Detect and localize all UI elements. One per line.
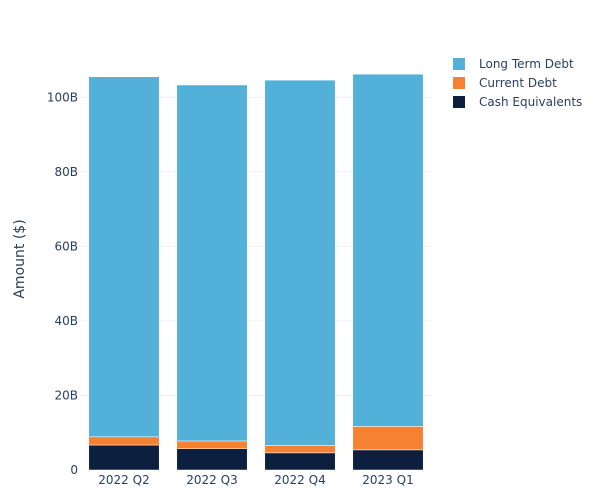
x-tick-label: 2022 Q4: [274, 473, 325, 487]
legend-swatch: [453, 77, 465, 89]
bar-cash-equivalents: [352, 449, 424, 471]
bar-current-debt: [264, 445, 336, 454]
y-axis-title: Amount ($): [12, 219, 28, 298]
bar-cash-equivalents: [176, 448, 248, 471]
bar-long-term-debt: [352, 73, 424, 427]
x-tick-label: 2022 Q2: [98, 473, 149, 487]
x-axis-ticks: 2022 Q2 2022 Q3 2022 Q4 2023 Q1: [98, 473, 413, 487]
bar-cash-equivalents: [264, 452, 336, 471]
x-tick-label: 2022 Q3: [186, 473, 237, 487]
y-tick-label: 20B: [54, 388, 78, 402]
legend-label: Cash Equivalents: [479, 95, 582, 109]
legend-label: Long Term Debt: [479, 57, 574, 71]
legend: Long Term Debt Current Debt Cash Equivalen…: [453, 57, 582, 109]
legend-swatch: [453, 96, 465, 108]
y-tick-label: 0: [70, 463, 78, 477]
y-tick-label: 80B: [54, 165, 78, 179]
bar-current-debt: [176, 440, 248, 450]
bar-current-debt: [352, 426, 424, 451]
x-tick-label: 2023 Q1: [362, 473, 413, 487]
y-axis-ticks: 0 20B 40B 60B 80B 100B: [47, 90, 78, 477]
bar-long-term-debt: [176, 84, 248, 442]
legend-swatch: [453, 58, 465, 70]
legend-label: Current Debt: [479, 76, 557, 90]
bar-long-term-debt: [88, 76, 160, 438]
y-tick-label: 60B: [54, 239, 78, 253]
bar-long-term-debt: [264, 79, 336, 446]
y-tick-label: 100B: [47, 90, 78, 104]
bars: [88, 73, 424, 471]
y-tick-label: 40B: [54, 314, 78, 328]
bar-current-debt: [88, 436, 160, 446]
bar-cash-equivalents: [88, 444, 160, 471]
